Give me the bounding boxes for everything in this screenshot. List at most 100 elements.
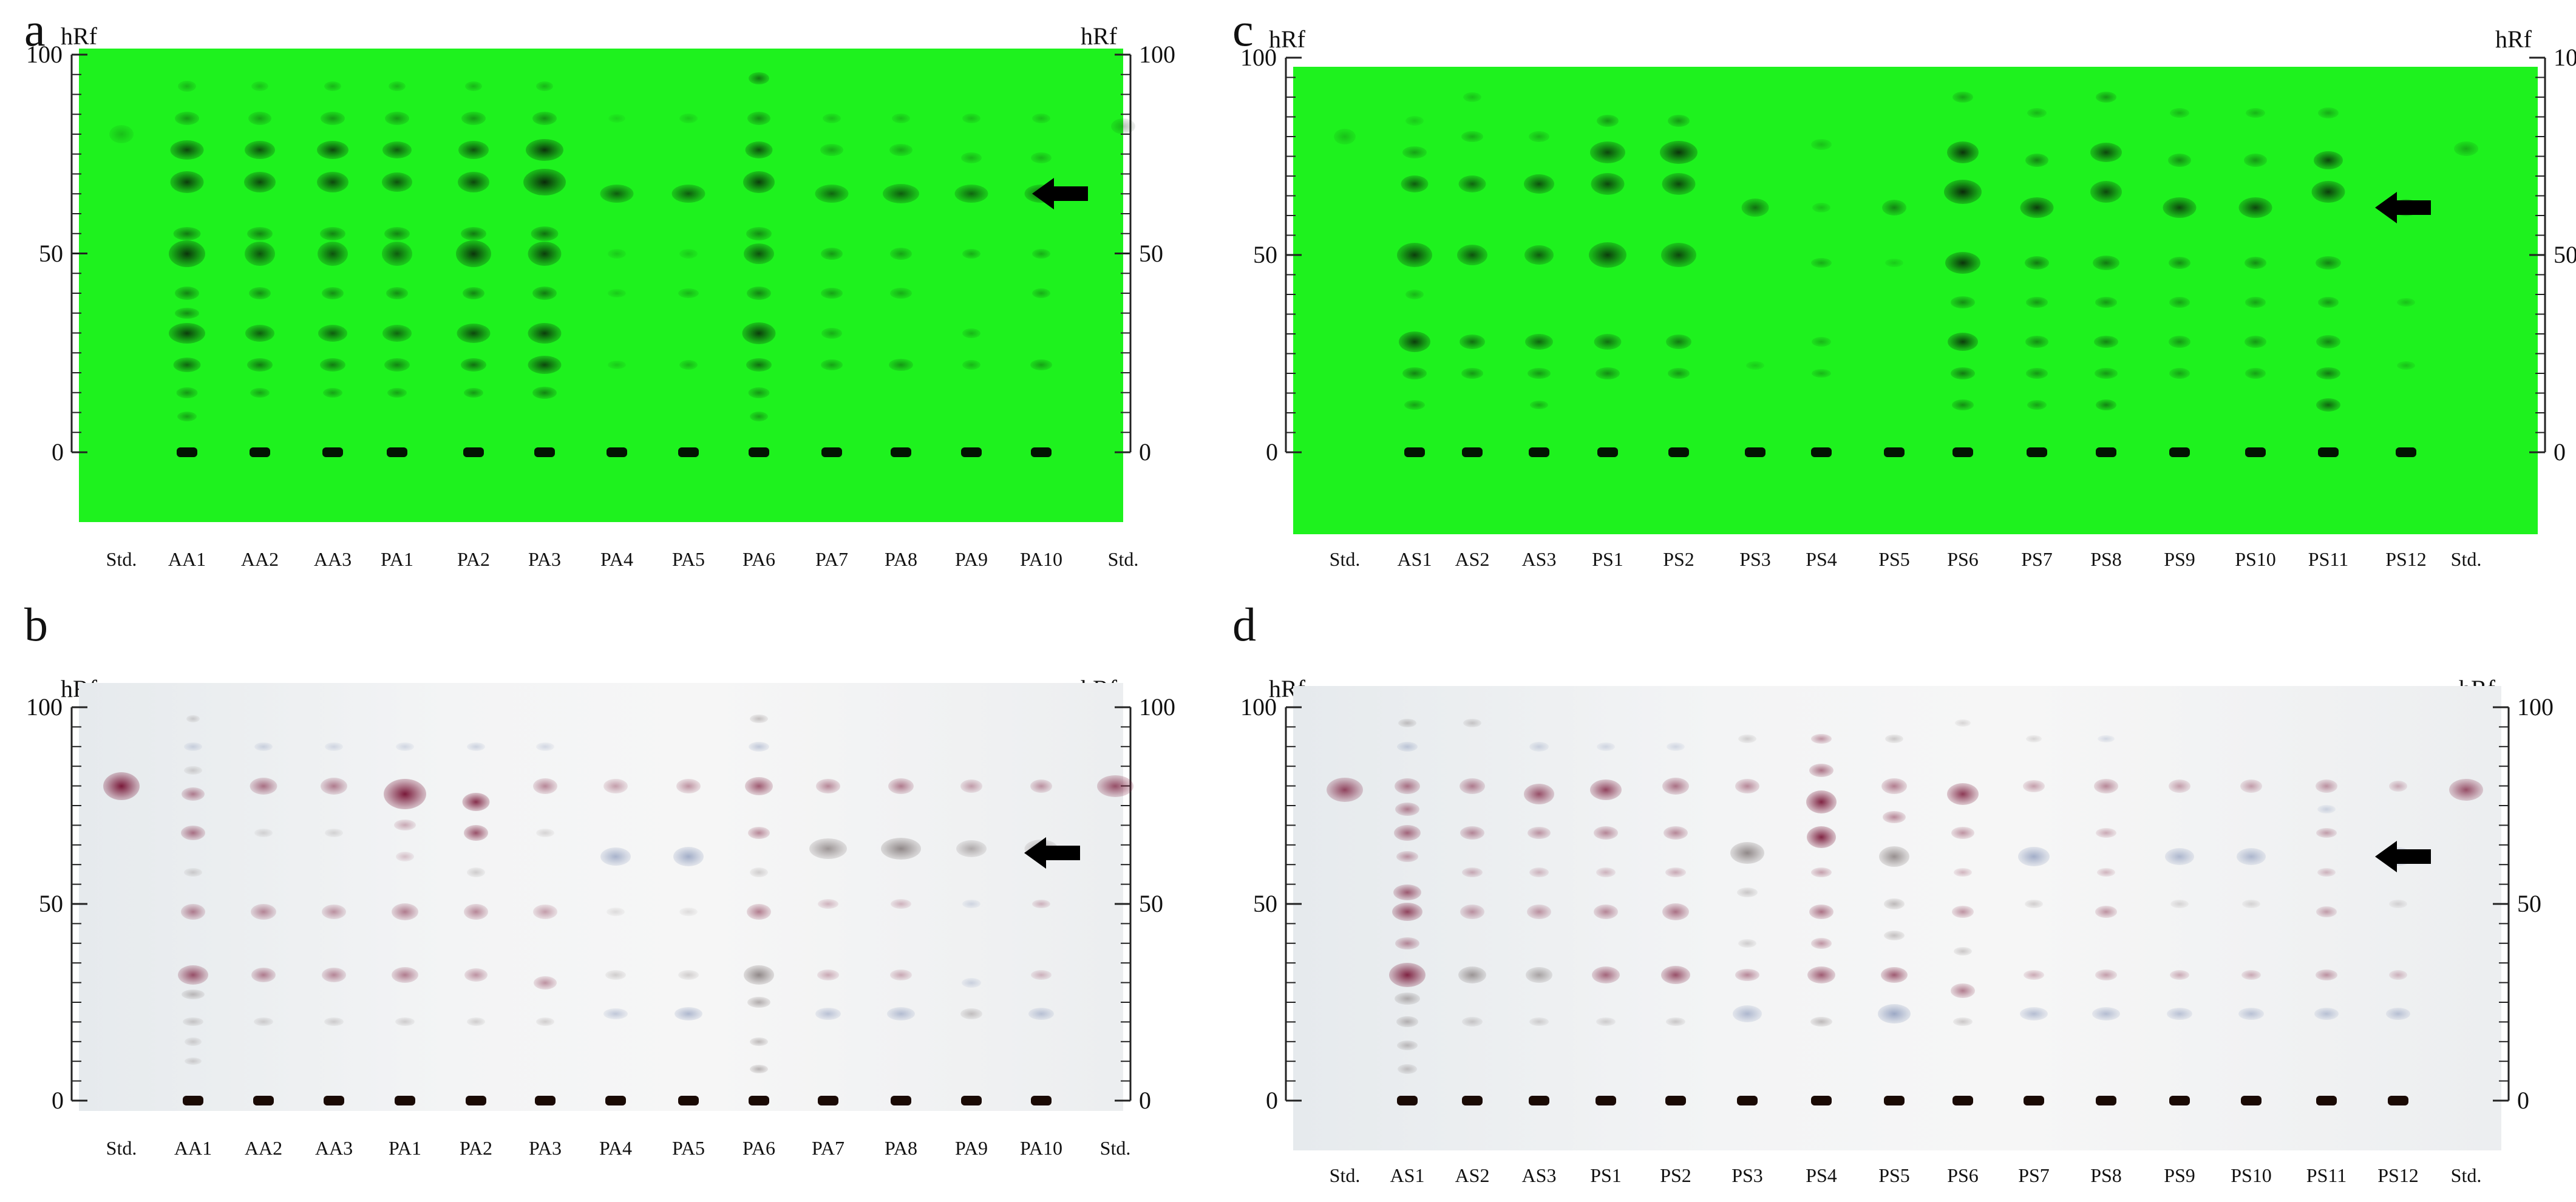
lane-label: AS1 bbox=[1390, 1164, 1425, 1186]
tlc-spot bbox=[2025, 256, 2049, 270]
tlc-spot bbox=[675, 1007, 702, 1021]
tlc-spot bbox=[528, 322, 562, 344]
tlc-spot bbox=[177, 412, 197, 422]
tlc-spot bbox=[1334, 129, 1356, 144]
tlc-spot bbox=[1812, 369, 1831, 378]
origin-spot bbox=[1811, 447, 1832, 457]
tlc-spot bbox=[1399, 331, 1430, 352]
tlc-spot bbox=[170, 140, 204, 160]
tlc-spot bbox=[600, 185, 634, 203]
tlc-spot bbox=[1528, 827, 1551, 840]
tlc-spot bbox=[1395, 803, 1419, 817]
tlc-spot bbox=[247, 358, 273, 372]
tlc-spot bbox=[109, 125, 134, 143]
lane-label: PA2 bbox=[457, 548, 490, 570]
tlc-spot bbox=[1460, 334, 1485, 349]
axis-label-left: hRf bbox=[61, 675, 97, 702]
tlc-spot bbox=[1396, 851, 1418, 863]
origin-spot bbox=[1031, 447, 1052, 457]
tlc-plate bbox=[79, 49, 1123, 522]
tlc-spot bbox=[1393, 884, 1421, 900]
arrow-left-icon bbox=[2375, 841, 2431, 873]
tlc-spot bbox=[890, 969, 912, 980]
tlc-spot bbox=[2095, 969, 2117, 980]
tlc-spot bbox=[1527, 904, 1551, 919]
origin-spot bbox=[2169, 1096, 2190, 1105]
tlc-spot bbox=[1952, 92, 1973, 103]
tlc-spot bbox=[818, 899, 838, 909]
tlc-spot bbox=[1597, 742, 1615, 751]
tlc-spot bbox=[1883, 811, 1906, 824]
tlc-spot bbox=[2023, 779, 2045, 792]
tlc-spot bbox=[678, 969, 699, 980]
tlc-spot bbox=[1463, 92, 1481, 102]
tlc-spot bbox=[2397, 361, 2415, 370]
tlc-spot bbox=[1397, 1041, 1418, 1051]
tlc-spot bbox=[2245, 297, 2266, 308]
tlc-spot bbox=[2241, 969, 2261, 980]
lane-label: PA7 bbox=[815, 548, 848, 570]
tlc-spot bbox=[461, 111, 486, 125]
tlc-spot bbox=[2169, 336, 2190, 348]
origin-spot bbox=[322, 447, 343, 457]
tlc-spot bbox=[1664, 826, 1688, 840]
lane-label: AA2 bbox=[244, 1137, 283, 1159]
tlc-spot bbox=[2316, 906, 2337, 917]
tick-label-right: 0 bbox=[1139, 438, 1151, 466]
tlc-spot bbox=[890, 288, 912, 299]
tlc-spot bbox=[247, 226, 273, 240]
tlc-spot bbox=[2096, 828, 2116, 838]
origin-spot bbox=[2388, 1096, 2408, 1105]
lane-label: PA3 bbox=[529, 1137, 562, 1159]
tlc-spot bbox=[386, 287, 408, 299]
tlc-spot bbox=[821, 288, 843, 299]
tlc-spot bbox=[2389, 969, 2407, 980]
tlc-spot bbox=[2018, 847, 2050, 867]
tlc-spot bbox=[1955, 719, 1971, 727]
tlc-spot bbox=[1397, 243, 1432, 267]
lane-label: AS2 bbox=[1455, 548, 1490, 570]
tlc-spot bbox=[2238, 1008, 2264, 1020]
tlc-spot bbox=[185, 1058, 202, 1065]
tlc-spot bbox=[1668, 368, 1690, 379]
origin-spot bbox=[891, 1096, 911, 1105]
origin-spot bbox=[1529, 1096, 1549, 1105]
tlc-spot bbox=[2245, 336, 2266, 348]
tlc-spot bbox=[1461, 368, 1483, 379]
tlc-spot bbox=[2095, 368, 2118, 379]
tlc-spot bbox=[387, 387, 407, 398]
tlc-spot bbox=[528, 241, 562, 266]
tlc-spot bbox=[1884, 930, 1905, 940]
tlc-spot bbox=[1530, 401, 1548, 409]
tick-label-left: 0 bbox=[1266, 438, 1278, 466]
tlc-spot bbox=[523, 168, 566, 195]
tlc-spot bbox=[461, 358, 486, 372]
tlc-spot bbox=[1097, 775, 1133, 797]
tlc-spot bbox=[603, 1008, 628, 1020]
tlc-spot bbox=[2094, 336, 2118, 348]
tlc-spot bbox=[533, 778, 557, 794]
tlc-spot bbox=[531, 226, 559, 241]
tlc-spot bbox=[528, 355, 562, 374]
tlc-spot bbox=[1031, 969, 1052, 980]
tlc-spot bbox=[1529, 1017, 1549, 1027]
tlc-spot bbox=[892, 113, 910, 123]
tlc-spot bbox=[245, 324, 274, 342]
tlc-spot bbox=[526, 139, 563, 161]
tlc-spot bbox=[254, 829, 273, 838]
arrow-left-icon bbox=[2375, 192, 2431, 223]
tlc-spot bbox=[1458, 966, 1486, 983]
tlc-spot bbox=[821, 327, 842, 339]
tlc-spot bbox=[1948, 333, 1978, 351]
origin-spot bbox=[1884, 447, 1905, 457]
origin-spot bbox=[2096, 447, 2116, 457]
tlc-spot bbox=[2245, 257, 2266, 269]
tlc-spot bbox=[1392, 902, 1422, 921]
tlc-spot bbox=[889, 358, 913, 371]
tlc-spot bbox=[671, 185, 705, 203]
origin-spot bbox=[749, 447, 769, 457]
tlc-spot bbox=[1589, 242, 1626, 268]
